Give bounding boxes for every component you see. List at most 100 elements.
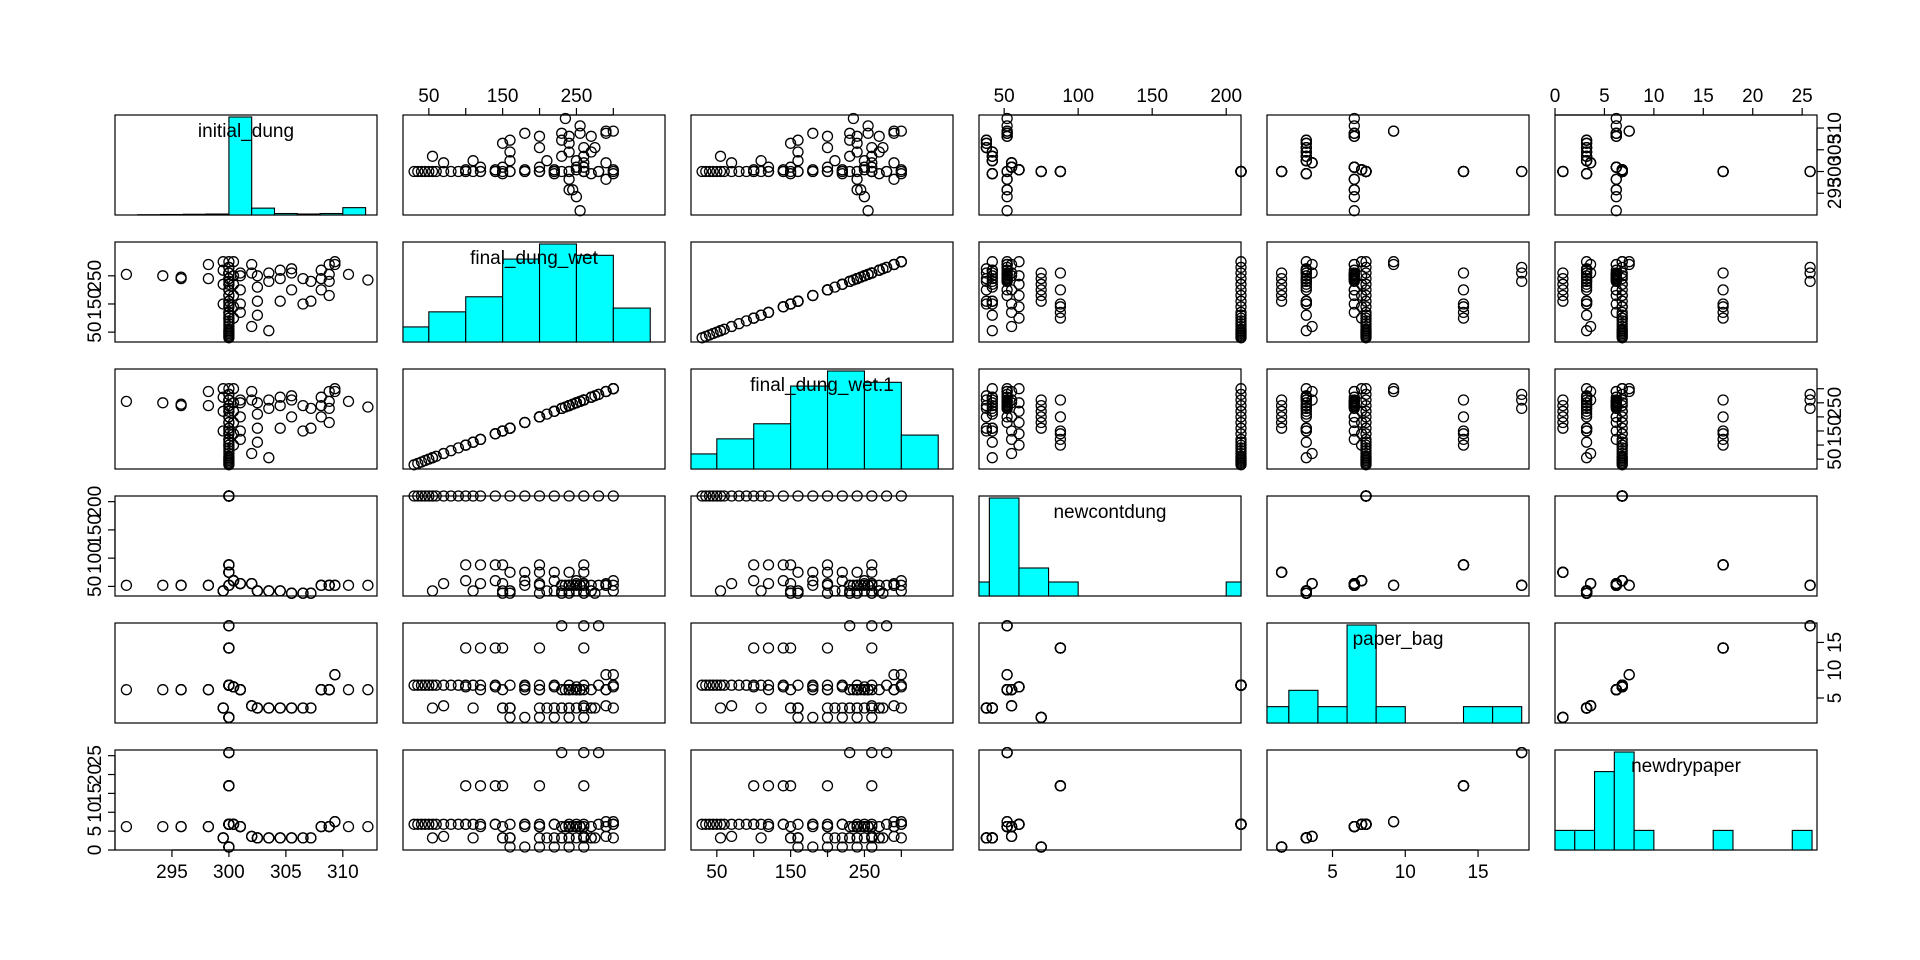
scatter-point (1275, 405, 1288, 417)
scatter-point (1457, 284, 1470, 296)
scatter-point (986, 275, 998, 288)
scatter-point (570, 702, 583, 714)
scatter-point (585, 832, 597, 844)
tick-label: 310 (1825, 112, 1846, 144)
scatter-point (807, 575, 819, 587)
panel-newdrypaper-vs-initial_dung (114, 746, 378, 853)
tick-label: 150 (1825, 415, 1846, 447)
scatter-point (986, 422, 998, 434)
scatter-point (1001, 184, 1013, 196)
scatter-point (1557, 278, 1569, 290)
scatter-point (246, 577, 258, 590)
scatter-point (1457, 306, 1470, 319)
panel-frame (978, 622, 1242, 724)
scatter-point (1275, 394, 1288, 406)
tick-label: 250 (1825, 387, 1846, 419)
scatter-point (1516, 402, 1528, 415)
scatter-point (1616, 439, 1628, 451)
scatter-point (533, 780, 546, 792)
scatter-point (1616, 267, 1628, 279)
scatter-point (1616, 318, 1628, 330)
scatter-point (986, 832, 998, 844)
scatter-point (556, 579, 568, 591)
scatter-point (1235, 447, 1247, 460)
scatter-point (1580, 422, 1593, 434)
scatter-point (980, 267, 993, 279)
scatter-point (263, 325, 275, 337)
scatter-point (755, 585, 767, 597)
panel-newcontdung-vs-paper_bag (1266, 490, 1530, 599)
scatter-point (784, 137, 797, 149)
scatter-point (986, 309, 998, 321)
scatter-point (844, 165, 856, 178)
scatter-point (563, 579, 575, 591)
panel-frame (402, 368, 666, 470)
scatter-point (467, 436, 479, 448)
scatter-point (1348, 289, 1360, 302)
scatter-point (1235, 411, 1247, 423)
scatter-point (437, 447, 450, 460)
scatter-point (285, 394, 298, 406)
scatter-point (1610, 579, 1622, 591)
scatter-point (1035, 841, 1047, 853)
scatter-point (297, 425, 309, 437)
scatter-point (703, 165, 716, 178)
scatter-point (496, 832, 509, 844)
scatter-point (986, 264, 998, 276)
histogram-bar (182, 213, 207, 216)
scatter-point (430, 679, 442, 691)
scatter-point (718, 818, 730, 830)
scatter-point (223, 679, 235, 691)
scatter-point (1717, 428, 1729, 440)
scatter-point (1235, 306, 1247, 319)
scatter-point (1306, 394, 1318, 406)
scatter-point (1348, 820, 1360, 833)
scatter-point (784, 832, 797, 844)
scatter-point (1300, 325, 1312, 337)
scatter-point (251, 408, 264, 420)
scatter-point (880, 165, 893, 178)
scatter-point (844, 579, 856, 591)
scatter-point (1001, 173, 1013, 185)
scatter-point (792, 490, 804, 502)
scatter-point (1054, 428, 1067, 440)
scatter-point (251, 422, 264, 434)
scatter-point (866, 832, 878, 844)
scatter-point (1235, 399, 1247, 412)
scatter-point (1035, 399, 1047, 412)
scatter-point (877, 141, 889, 154)
tick-label: 50 (418, 86, 439, 107)
scatter-point (866, 642, 878, 654)
scatter-point (607, 164, 619, 176)
scatter-point (246, 320, 258, 333)
panel-final_dung_wet-vs-final_dung_wet.1 (690, 241, 954, 344)
scatter-point (217, 298, 229, 310)
scatter-point (986, 425, 998, 437)
scatter-point (227, 416, 240, 429)
scatter-point (696, 818, 708, 830)
scatter-point (600, 385, 612, 398)
scatter-point (1557, 711, 1569, 724)
tick-label: 10 (1643, 86, 1664, 107)
scatter-point (1005, 157, 1018, 169)
scatter-point (548, 832, 560, 844)
scatter-point (1054, 425, 1067, 437)
scatter-point (504, 422, 516, 434)
scatter-point (541, 155, 553, 167)
scatter-point (1306, 830, 1318, 843)
scatter-point (467, 702, 479, 714)
scatter-point (474, 490, 487, 502)
scatter-point (844, 127, 856, 139)
scatter-point (1387, 385, 1400, 398)
scatter-point (829, 281, 841, 293)
scatter-point (880, 490, 893, 502)
scatter-point (844, 702, 856, 714)
panel-frame (402, 114, 666, 216)
scatter-point (274, 585, 286, 597)
scatter-point (496, 587, 509, 599)
scatter-point (234, 820, 246, 833)
scatter-point (217, 425, 229, 437)
scatter-point (873, 820, 885, 833)
scatter-point (1616, 272, 1628, 285)
scatter-point (866, 711, 878, 724)
